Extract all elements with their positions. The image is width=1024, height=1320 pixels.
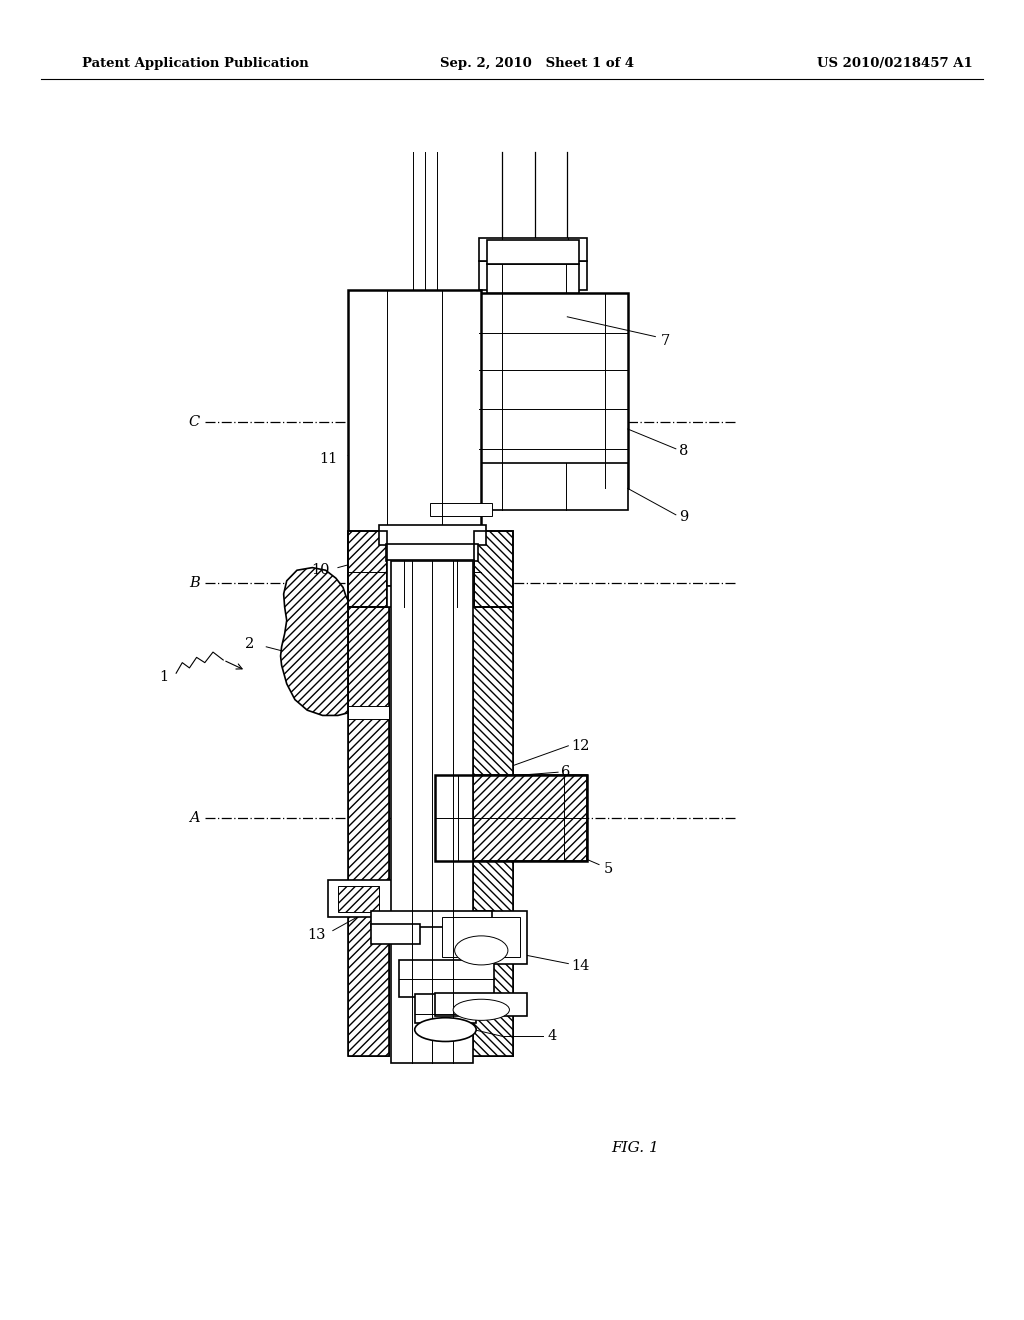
Bar bbox=[430, 463, 628, 510]
Bar bbox=[338, 886, 379, 912]
Bar bbox=[474, 531, 513, 607]
Text: 8: 8 bbox=[679, 445, 688, 458]
Text: 12: 12 bbox=[571, 739, 590, 752]
Text: C: C bbox=[188, 416, 200, 429]
Text: 14: 14 bbox=[571, 960, 590, 973]
Text: Sep. 2, 2010   Sheet 1 of 4: Sep. 2, 2010 Sheet 1 of 4 bbox=[440, 57, 635, 70]
Bar bbox=[435, 775, 587, 861]
Text: Patent Application Publication: Patent Application Publication bbox=[82, 57, 308, 70]
Bar bbox=[379, 525, 486, 545]
Bar bbox=[472, 607, 513, 1056]
Text: 11: 11 bbox=[319, 453, 338, 466]
Text: B: B bbox=[189, 577, 200, 590]
Bar bbox=[461, 620, 473, 1049]
Text: 5: 5 bbox=[604, 862, 613, 875]
Text: 13: 13 bbox=[307, 928, 326, 941]
Bar bbox=[479, 238, 587, 261]
Text: 7: 7 bbox=[660, 334, 670, 347]
Bar bbox=[371, 924, 420, 944]
Bar bbox=[387, 586, 474, 607]
Text: A: A bbox=[189, 812, 200, 825]
Bar bbox=[435, 911, 527, 964]
Text: 1: 1 bbox=[160, 671, 168, 684]
Bar bbox=[348, 706, 389, 719]
Text: 10: 10 bbox=[311, 564, 330, 577]
Bar bbox=[387, 560, 474, 586]
Bar bbox=[479, 261, 587, 290]
Bar bbox=[487, 240, 579, 264]
Bar bbox=[435, 993, 527, 1016]
Bar bbox=[371, 911, 492, 927]
Bar bbox=[386, 544, 478, 561]
Text: 4: 4 bbox=[548, 1030, 557, 1043]
Bar bbox=[430, 503, 492, 516]
Bar bbox=[472, 607, 513, 1056]
Bar bbox=[348, 607, 389, 1056]
Bar bbox=[487, 264, 579, 293]
Bar bbox=[415, 994, 476, 1023]
Polygon shape bbox=[281, 568, 348, 715]
Bar bbox=[328, 880, 422, 917]
Bar bbox=[435, 775, 587, 861]
Bar bbox=[391, 561, 473, 1063]
Bar bbox=[442, 917, 520, 957]
Ellipse shape bbox=[415, 1018, 476, 1041]
Ellipse shape bbox=[453, 999, 510, 1020]
Bar bbox=[399, 960, 494, 997]
Text: 9: 9 bbox=[679, 511, 688, 524]
Bar bbox=[348, 531, 387, 607]
Bar bbox=[348, 290, 481, 587]
Bar bbox=[474, 531, 513, 607]
Text: 6: 6 bbox=[561, 766, 570, 779]
Bar bbox=[348, 531, 387, 607]
Text: US 2010/0218457 A1: US 2010/0218457 A1 bbox=[817, 57, 973, 70]
Bar bbox=[348, 607, 389, 1056]
Ellipse shape bbox=[455, 936, 508, 965]
Bar bbox=[479, 293, 628, 488]
Text: FIG. 1: FIG. 1 bbox=[611, 1142, 658, 1155]
Text: 2: 2 bbox=[245, 638, 254, 651]
